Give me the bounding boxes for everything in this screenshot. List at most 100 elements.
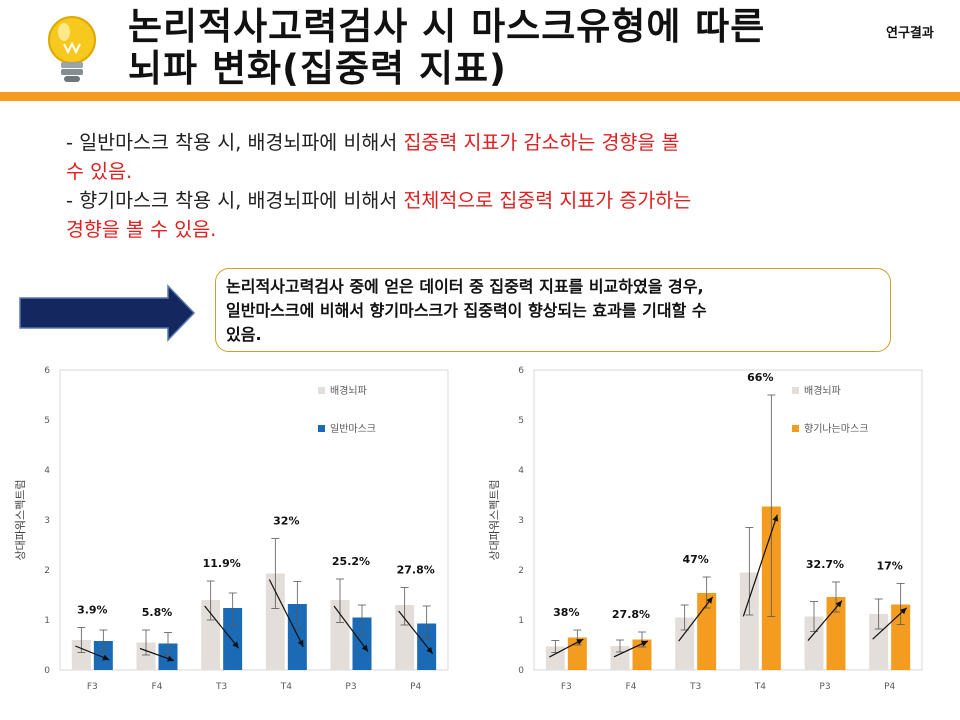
y-tick-label: 4 — [44, 466, 50, 476]
legend-label: 배경뇌파 — [330, 384, 367, 397]
callout-line-3: 있음. — [226, 325, 262, 344]
y-tick-label: 6 — [44, 366, 50, 376]
title-line-1: 논리적사고력검사 시 마스크유형에 따른 — [128, 5, 766, 48]
plot-area — [59, 369, 449, 671]
page-title: 논리적사고력검사 시 마스크유형에 따른 뇌파 변화(집중력 지표) — [128, 6, 848, 90]
trend-arrow-line — [398, 610, 434, 655]
bar-baseline — [869, 614, 889, 670]
right-arrow-icon — [19, 284, 196, 342]
x-tick-label: T3 — [215, 682, 227, 692]
header-rule — [0, 92, 960, 101]
x-tick-label: P4 — [410, 682, 421, 692]
legend-label: 배경뇌파 — [804, 384, 841, 397]
chart-normal-mask-svg: 0 1 2 3 4 5 6 상대파워스펙트럼 F3 3.9% F4 5.8% T3 11.9% T4 32% P… — [14, 366, 449, 692]
x-tick-label: T4 — [754, 682, 766, 692]
legend-swatch — [792, 425, 799, 432]
bullet-2-text: - 향기마스크 착용 시, 배경뇌파에 비해서 — [66, 189, 404, 212]
y-tick-label: 1 — [518, 616, 524, 626]
percent-change-label: 27.8% — [397, 564, 435, 577]
legend-swatch — [318, 387, 325, 394]
trend-arrow-line — [204, 605, 240, 649]
y-tick-label: 1 — [44, 616, 50, 626]
x-tick-label: F4 — [626, 682, 637, 692]
trend-arrow-head — [167, 655, 174, 662]
percent-change-label: 11.9% — [203, 557, 241, 570]
percent-change-label: 38% — [553, 606, 579, 619]
lightbulb-icon — [48, 16, 96, 82]
trend-arrow-line — [872, 607, 908, 640]
bar-mask — [697, 593, 717, 670]
bar-mask — [891, 604, 911, 670]
bar-baseline — [739, 572, 759, 670]
y-tick-label: 0 — [518, 666, 524, 676]
bullet-1: - 일반마스크 착용 시, 배경뇌파에 비해서 집중력 지표가 감소하는 경향을… — [66, 128, 926, 157]
trend-arrow-head — [297, 639, 304, 647]
legend-label: 일반마스크 — [330, 423, 376, 435]
chart-normal-mask: 0 1 2 3 4 5 6 상대파워스펙트럼 F3 3.9% F4 5.8% T3 11.9% T4 32% P… — [4, 360, 460, 716]
trend-arrow-head — [706, 596, 713, 604]
bullet-list: - 일반마스크 착용 시, 배경뇌파에 비해서 집중력 지표가 감소하는 경향을… — [66, 128, 926, 244]
percent-change-label: 25.2% — [332, 555, 370, 568]
trend-arrow-head — [361, 644, 368, 652]
bar-baseline — [545, 646, 565, 670]
plot-area — [533, 369, 923, 671]
legend-label: 향기나는마스크 — [804, 423, 868, 435]
y-tick-label: 0 — [44, 666, 50, 676]
bullet-1-highlight: 집중력 지표가 감소하는 경향을 볼 — [403, 131, 680, 154]
bar-baseline — [265, 573, 285, 670]
y-tick-label: 5 — [44, 416, 50, 426]
trend-arrow-line — [268, 579, 304, 648]
legend-swatch — [792, 387, 799, 394]
percent-change-label: 17% — [876, 560, 902, 573]
trend-arrow-head — [899, 607, 907, 615]
bar-mask — [632, 639, 652, 670]
trend-arrow-head — [641, 640, 648, 647]
percent-change-label: 27.8% — [612, 608, 650, 621]
x-tick-label: T4 — [280, 682, 292, 692]
bar-mask — [223, 608, 243, 670]
x-tick-label: F3 — [87, 682, 98, 692]
x-tick-label: P3 — [345, 682, 356, 692]
section-tag: 연구결과 — [886, 26, 934, 41]
bar-baseline — [804, 616, 824, 670]
y-axis-label: 상대파워스펙트럼 — [488, 480, 501, 561]
trend-arrow-head — [835, 600, 842, 608]
y-tick-label: 5 — [518, 416, 524, 426]
bar-baseline — [330, 600, 350, 670]
legend-swatch — [318, 425, 325, 432]
trend-arrow-head — [426, 646, 433, 654]
bar-mask — [826, 597, 846, 670]
x-tick-label: P3 — [819, 682, 830, 692]
trend-arrow-head — [102, 654, 110, 661]
bullet-2: - 향기마스크 착용 시, 배경뇌파에 비해서 전체적으로 집중력 지표가 증가… — [66, 186, 926, 215]
conclusion-callout: 논리적사고력검사 중에 얻은 데이터 중 집중력 지표를 비교하였을 경우, 일… — [215, 268, 891, 352]
x-tick-label: F3 — [561, 682, 572, 692]
y-tick-label: 4 — [518, 466, 524, 476]
percent-change-label: 47% — [682, 553, 708, 566]
trend-arrow-head — [772, 514, 779, 522]
percent-change-label: 5.8% — [142, 606, 173, 619]
callout-line-1: 논리적사고력검사 중에 얻은 데이터 중 집중력 지표를 비교하였을 경우, — [226, 277, 704, 296]
trend-arrow-head — [232, 641, 239, 649]
x-tick-label: P4 — [884, 682, 895, 692]
y-tick-label: 3 — [518, 516, 524, 526]
bar-baseline — [201, 600, 221, 670]
x-tick-label: F4 — [152, 682, 163, 692]
percent-change-label: 3.9% — [77, 604, 108, 617]
percent-change-label: 32.7% — [806, 558, 844, 571]
y-tick-label: 2 — [44, 566, 50, 576]
trend-arrow-line — [333, 605, 369, 652]
trend-arrow-line — [549, 638, 584, 658]
bullet-1-text: - 일반마스크 착용 시, 배경뇌파에 비해서 — [66, 131, 404, 154]
y-tick-label: 2 — [518, 566, 524, 576]
trend-arrow-line — [807, 600, 843, 641]
trend-arrow-head — [576, 639, 584, 645]
percent-change-label: 32% — [273, 515, 299, 528]
bar-mask — [287, 604, 307, 670]
bullet-1-continuation: 수 있음. — [66, 160, 133, 183]
trend-arrow-line — [678, 596, 714, 642]
y-axis-label: 상대파워스펙트럼 — [14, 480, 27, 561]
bar-baseline — [675, 617, 695, 670]
bullet-2-continuation: 경향을 볼 수 있음. — [66, 218, 217, 241]
x-tick-label: T3 — [689, 682, 701, 692]
